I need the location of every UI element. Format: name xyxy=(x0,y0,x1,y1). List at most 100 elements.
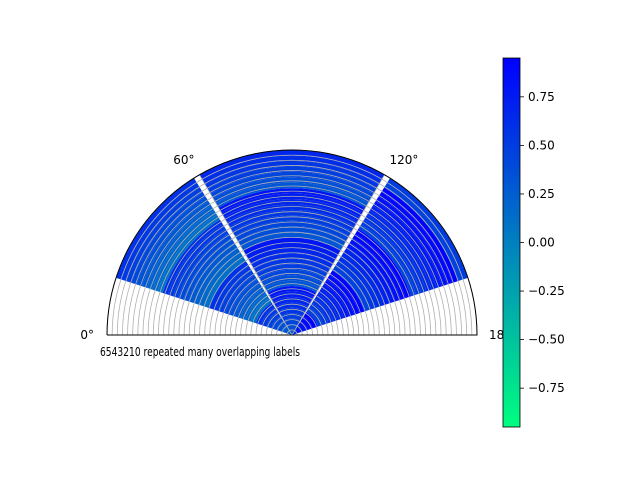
radial-grid-line xyxy=(116,159,468,336)
colorbar-tick-label: 0.75 xyxy=(528,90,555,104)
data-band-cell xyxy=(352,233,406,300)
radial-grid-line xyxy=(286,329,298,336)
radial-tick-label: 6543210 repeated many overlapping labels xyxy=(100,345,300,359)
data-band-cell xyxy=(199,150,385,180)
data-band-cell xyxy=(329,270,365,314)
data-band-cell xyxy=(300,316,313,330)
radial-grid-line xyxy=(152,195,432,336)
data-band-cell xyxy=(172,228,229,299)
radial-grid-line xyxy=(137,180,447,336)
radial-grid-line xyxy=(255,298,329,336)
radial-grid-line xyxy=(260,303,324,336)
data-band-cell xyxy=(178,233,232,300)
data-band-cell xyxy=(358,224,417,297)
radial-grid-line xyxy=(127,170,457,336)
radial-grid-line xyxy=(224,267,360,336)
data-band-cell xyxy=(204,160,380,189)
data-band-cell xyxy=(141,201,212,288)
data-band-cell xyxy=(315,293,339,322)
data-band-cell xyxy=(289,329,295,335)
data-band-cell xyxy=(361,219,422,295)
data-band-cell xyxy=(248,247,336,265)
colorbar-gradient xyxy=(502,57,521,428)
data-band-cell xyxy=(326,275,360,315)
data-band-cell xyxy=(306,307,324,327)
data-band-cell xyxy=(364,215,427,293)
radial-grid-line xyxy=(183,226,401,336)
data-band-cell xyxy=(372,201,443,288)
radial-grid-line xyxy=(240,283,344,336)
data-band-cell xyxy=(366,210,432,292)
colorbar-tick-label: −0.50 xyxy=(528,333,565,347)
radial-grid-line xyxy=(250,293,334,336)
radial-grid-line xyxy=(142,185,442,336)
data-band-cell xyxy=(256,264,328,279)
data-band-cell xyxy=(332,265,370,312)
colorbar-tick-label: 0.25 xyxy=(528,187,555,201)
data-band-cell xyxy=(281,325,290,334)
data-band-cell xyxy=(294,325,303,334)
theta-tick-label: 60° xyxy=(173,153,194,167)
radial-grid-line xyxy=(281,324,303,336)
radial-grid-line xyxy=(163,206,421,336)
data-band-cell xyxy=(147,205,215,290)
data-band-cell xyxy=(260,307,278,327)
data-band-cell xyxy=(262,275,322,288)
data-band-cell xyxy=(275,302,309,312)
polar-plot-area xyxy=(106,149,478,336)
radial-grid-line xyxy=(204,247,380,336)
data-band-cell xyxy=(297,321,308,332)
colorbar-tick-label: −0.75 xyxy=(528,381,565,395)
data-band-cell xyxy=(152,210,218,292)
data-band-cell xyxy=(259,269,325,284)
data-band-cell xyxy=(272,296,312,307)
data-band-cell xyxy=(317,288,344,320)
data-band-cell xyxy=(229,279,261,317)
radial-grid-line xyxy=(271,314,313,336)
data-band-cell xyxy=(243,237,341,255)
data-band-cell xyxy=(309,302,329,325)
data-band-cell xyxy=(224,275,258,315)
data-band-cell xyxy=(264,280,320,293)
data-band-cell xyxy=(193,247,241,305)
data-band-cell xyxy=(266,311,281,329)
data-band-cell xyxy=(223,198,361,222)
radial-grid-line xyxy=(214,257,370,336)
data-band-cell xyxy=(167,224,226,297)
data-band-cell xyxy=(276,321,287,332)
data-band-cell xyxy=(369,205,437,290)
theta-tick-label: 0° xyxy=(80,328,94,342)
data-band-cell xyxy=(218,188,366,213)
data-band-cell xyxy=(343,247,391,305)
data-band-cell xyxy=(215,182,369,208)
data-band-cell xyxy=(162,219,223,295)
data-band-cell xyxy=(183,238,235,302)
radial-grid-line xyxy=(168,211,416,336)
data-band-cell xyxy=(198,251,243,307)
data-band-cell xyxy=(251,253,333,270)
data-band-cell xyxy=(349,238,401,302)
radial-tick-labels: 6543210 repeated many overlapping labels xyxy=(100,345,300,359)
radial-grid-line xyxy=(193,236,391,336)
data-band-cell xyxy=(207,166,377,194)
polar-frame xyxy=(106,149,478,336)
radial-grid-line xyxy=(111,154,473,336)
data-band-cell xyxy=(250,298,272,324)
data-band-cell xyxy=(267,286,317,298)
data-band-cell xyxy=(245,242,339,260)
radial-grid-line xyxy=(132,175,452,336)
data-band-cell xyxy=(271,316,284,330)
data-band-cell xyxy=(286,324,298,331)
theta-grid-line xyxy=(291,174,385,336)
data-band-cell xyxy=(312,298,334,324)
theta-grid-line xyxy=(199,174,293,336)
colorbar: −0.75 −0.50 −0.25 0.00 0.25 0.50 0.75 xyxy=(502,57,565,428)
data-band-cell xyxy=(253,258,331,274)
data-band-cell xyxy=(355,228,412,299)
theta-tick-label: 120° xyxy=(390,153,419,167)
colorbar-tick-label: −0.25 xyxy=(528,284,565,298)
radial-grid-line xyxy=(276,319,308,336)
radial-grid-line xyxy=(229,272,355,336)
data-band-cell xyxy=(255,302,275,325)
